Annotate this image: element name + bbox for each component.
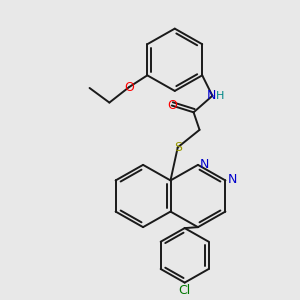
Text: Cl: Cl	[178, 284, 191, 297]
Text: O: O	[124, 80, 134, 94]
Text: N: N	[200, 158, 209, 171]
Text: N: N	[207, 89, 216, 102]
Text: N: N	[227, 173, 237, 186]
Text: O: O	[167, 99, 177, 112]
Text: H: H	[216, 91, 224, 101]
Text: S: S	[174, 141, 182, 154]
